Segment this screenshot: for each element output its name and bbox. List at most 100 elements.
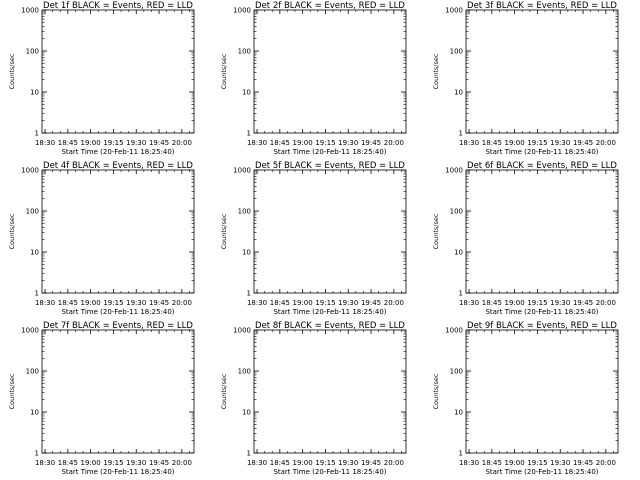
- x-tick-label: 19:15: [527, 299, 547, 307]
- x-axis-label: Start Time (20-Feb-11 18:25:40): [485, 468, 598, 476]
- y-tick-label: 1: [247, 450, 251, 458]
- y-tick-label: 1000: [233, 7, 251, 15]
- y-tick-label: 1: [459, 450, 463, 458]
- y-tick-label: 1000: [445, 327, 463, 335]
- x-tick-label: 19:45: [361, 299, 381, 307]
- x-axis-label: Start Time (20-Feb-11 18:25:40): [273, 468, 386, 476]
- y-axis-label: Counts/sec: [8, 373, 16, 409]
- x-tick-label: 18:30: [247, 139, 267, 147]
- x-tick-label: 18:30: [459, 459, 479, 467]
- x-tick-label: 20:00: [384, 299, 404, 307]
- x-tick-label: 19:45: [149, 139, 169, 147]
- y-tick-label: 100: [26, 208, 39, 216]
- x-tick-label: 19:00: [81, 139, 101, 147]
- panel-det-4: Det 4f BLACK = Events, RED = LLD 1 10 100 10…: [8, 161, 195, 316]
- y-tick-label: 1000: [445, 7, 463, 15]
- x-tick-label: 20:00: [172, 459, 192, 467]
- panel-det-3: Det 3f BLACK = Events, RED = LLD 1 10 100 10…: [432, 1, 619, 156]
- y-axis-label: Counts/sec: [220, 53, 228, 89]
- y-axis-label: Counts/sec: [220, 213, 228, 249]
- x-tick-label: 19:30: [338, 139, 358, 147]
- x-tick-label: 18:30: [459, 139, 479, 147]
- y-tick-label: 10: [454, 249, 463, 257]
- x-tick-label: 18:45: [58, 459, 78, 467]
- y-tick-label: 1: [35, 450, 39, 458]
- x-tick-label: 19:45: [149, 459, 169, 467]
- plot-frame: [41, 329, 195, 454]
- plot-frame: [253, 9, 407, 134]
- x-tick-label: 19:30: [550, 459, 570, 467]
- y-tick-label: 100: [26, 48, 39, 56]
- x-tick-label: 19:45: [149, 299, 169, 307]
- x-tick-label: 18:45: [482, 139, 502, 147]
- plot-frame: [41, 9, 195, 134]
- x-tick-label: 19:00: [505, 459, 525, 467]
- x-tick-label: 18:45: [270, 139, 290, 147]
- y-axis-label: Counts/sec: [432, 53, 440, 89]
- x-tick-label: 20:00: [172, 299, 192, 307]
- x-tick-label: 18:45: [482, 299, 502, 307]
- y-tick-label: 10: [30, 409, 39, 417]
- plot-frame: [465, 329, 619, 454]
- x-axis-label: Start Time (20-Feb-11 18:25:40): [61, 148, 174, 156]
- panel-det-7: Det 7f BLACK = Events, RED = LLD 1 10 100 10…: [8, 321, 195, 476]
- x-tick-label: 19:15: [315, 459, 335, 467]
- panel-det-1: Det 1f BLACK = Events, RED = LLD 1 10 100 10…: [8, 1, 195, 156]
- x-tick-label: 18:30: [459, 299, 479, 307]
- y-tick-label: 10: [242, 89, 251, 97]
- y-tick-label: 1: [247, 290, 251, 298]
- y-axis-label: Counts/sec: [8, 213, 16, 249]
- plot-frame: [465, 169, 619, 294]
- y-axis-label: Counts/sec: [220, 373, 228, 409]
- y-tick-label: 1000: [445, 167, 463, 175]
- y-tick-label: 1: [459, 130, 463, 138]
- x-axis-label: Start Time (20-Feb-11 18:25:40): [485, 308, 598, 316]
- panel-title: Det 6f BLACK = Events, RED = LLD: [467, 161, 617, 171]
- y-tick-label: 100: [238, 368, 251, 376]
- x-tick-label: 18:45: [482, 459, 502, 467]
- x-tick-label: 18:30: [35, 139, 55, 147]
- x-tick-label: 18:45: [270, 299, 290, 307]
- y-tick-label: 10: [454, 409, 463, 417]
- x-tick-label: 19:00: [293, 299, 313, 307]
- plot-frame: [253, 169, 407, 294]
- x-tick-label: 19:15: [315, 139, 335, 147]
- plot-frame: [465, 9, 619, 134]
- y-tick-label: 10: [242, 409, 251, 417]
- x-axis-label: Start Time (20-Feb-11 18:25:40): [485, 148, 598, 156]
- y-tick-label: 1000: [233, 167, 251, 175]
- y-tick-label: 1000: [21, 7, 39, 15]
- x-tick-label: 18:45: [58, 139, 78, 147]
- y-tick-label: 1000: [233, 327, 251, 335]
- x-tick-label: 19:45: [573, 459, 593, 467]
- y-tick-label: 1: [247, 130, 251, 138]
- panel-title: Det 9f BLACK = Events, RED = LLD: [467, 321, 617, 331]
- x-tick-label: 19:15: [103, 299, 123, 307]
- y-axis-label: Counts/sec: [8, 53, 16, 89]
- x-tick-label: 20:00: [596, 139, 616, 147]
- panel-det-9: Det 9f BLACK = Events, RED = LLD 1 10 100 10…: [432, 321, 619, 476]
- x-tick-label: 19:00: [81, 299, 101, 307]
- x-axis-label: Start Time (20-Feb-11 18:25:40): [61, 308, 174, 316]
- x-tick-label: 19:00: [505, 139, 525, 147]
- x-axis-label: Start Time (20-Feb-11 18:25:40): [61, 468, 174, 476]
- x-tick-label: 19:30: [126, 299, 146, 307]
- y-tick-label: 100: [450, 368, 463, 376]
- y-tick-label: 100: [450, 208, 463, 216]
- x-tick-label: 18:30: [247, 459, 267, 467]
- y-tick-label: 1000: [21, 167, 39, 175]
- x-tick-label: 18:30: [247, 299, 267, 307]
- y-tick-label: 10: [242, 249, 251, 257]
- x-tick-label: 18:45: [270, 459, 290, 467]
- panel-title: Det 4f BLACK = Events, RED = LLD: [43, 161, 193, 171]
- y-tick-label: 100: [238, 208, 251, 216]
- y-axis-label: Counts/sec: [432, 213, 440, 249]
- x-tick-label: 19:15: [103, 139, 123, 147]
- x-tick-label: 19:45: [361, 139, 381, 147]
- y-axis-label: Counts/sec: [432, 373, 440, 409]
- x-tick-label: 19:00: [505, 299, 525, 307]
- x-tick-label: 19:00: [293, 139, 313, 147]
- x-tick-label: 20:00: [596, 299, 616, 307]
- y-tick-label: 1: [35, 130, 39, 138]
